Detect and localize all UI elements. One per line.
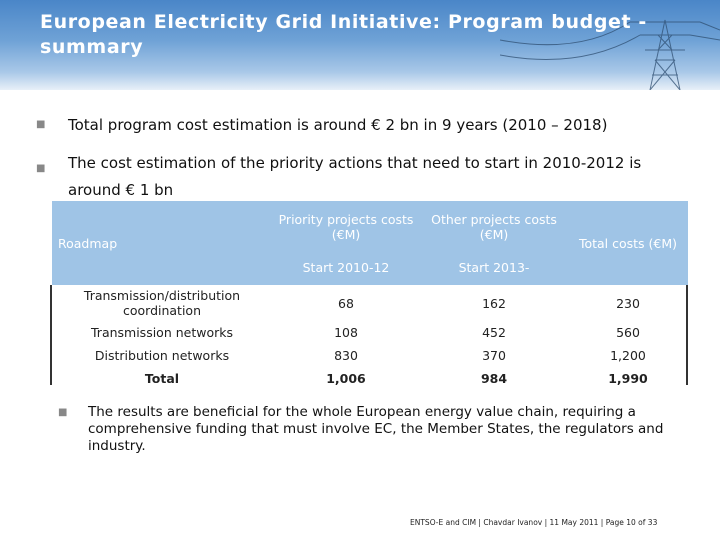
bullet-results: The results are beneficial for the whole… [88,404,668,455]
bullet-priority-cost: The cost estimation of the priority acti… [68,150,688,204]
table-right-border [686,285,688,385]
row-other: 984 [480,371,508,386]
bullet-marker [58,404,67,421]
row-priority: 68 [338,295,354,311]
row-name: Total [144,371,180,386]
header-total: Total costs (€M) [568,201,688,285]
header-priority: Priority projects costs (€M) Start 2010-… [272,201,420,285]
bullet-text: The cost estimation of the priority acti… [68,154,642,199]
row-other: 370 [482,348,506,363]
bullet-text: The results are beneficial for the whole… [88,404,664,454]
header-other-start: Start 2013- [458,259,530,275]
row-total: 1,200 [610,348,646,363]
header-roadmap: Roadmap [52,201,272,285]
bullet-marker [36,116,45,134]
power-pylon-illustration [500,19,720,90]
slide-title: European Electricity Grid Initiative: Pr… [40,11,647,58]
header-other-label: Other projects costs (€M) [431,211,557,242]
slide-footer: ENTSO-E and CIM | Chavdar Ivanov | 11 Ma… [410,518,658,527]
table-left-border [50,285,52,385]
table-row: Transmission/distribution coordination 6… [52,285,688,321]
header-other: Other projects costs (€M) Start 2013- [420,201,568,285]
row-total: 560 [616,325,640,340]
row-other: 452 [482,325,506,340]
row-priority: 1,006 [326,371,366,386]
header-priority-start: Start 2010-12 [302,259,390,275]
row-total: 1,990 [608,371,648,386]
table-header-row: Roadmap Priority projects costs (€M) Sta… [52,201,688,285]
row-name: Distribution networks [94,348,230,363]
budget-table: Roadmap Priority projects costs (€M) Sta… [52,201,688,390]
row-name: Transmission/distribution coordination [83,288,241,318]
bullet-text: Total program cost estimation is around … [68,116,608,134]
table-row-total: Total 1,006 984 1,990 [52,367,688,390]
row-total: 230 [616,295,640,311]
row-name: Transmission networks [91,325,233,340]
header-priority-label: Priority projects costs (€M) [278,211,414,242]
table-row: Distribution networks 830 370 1,200 [52,344,688,367]
bullet-total-cost: Total program cost estimation is around … [68,116,688,134]
row-other: 162 [482,295,506,311]
bullet-marker [36,155,45,182]
row-priority: 108 [334,325,358,340]
table-row: Transmission networks 108 452 560 [52,321,688,344]
row-priority: 830 [334,348,358,363]
slide-header: European Electricity Grid Initiative: Pr… [0,0,720,90]
